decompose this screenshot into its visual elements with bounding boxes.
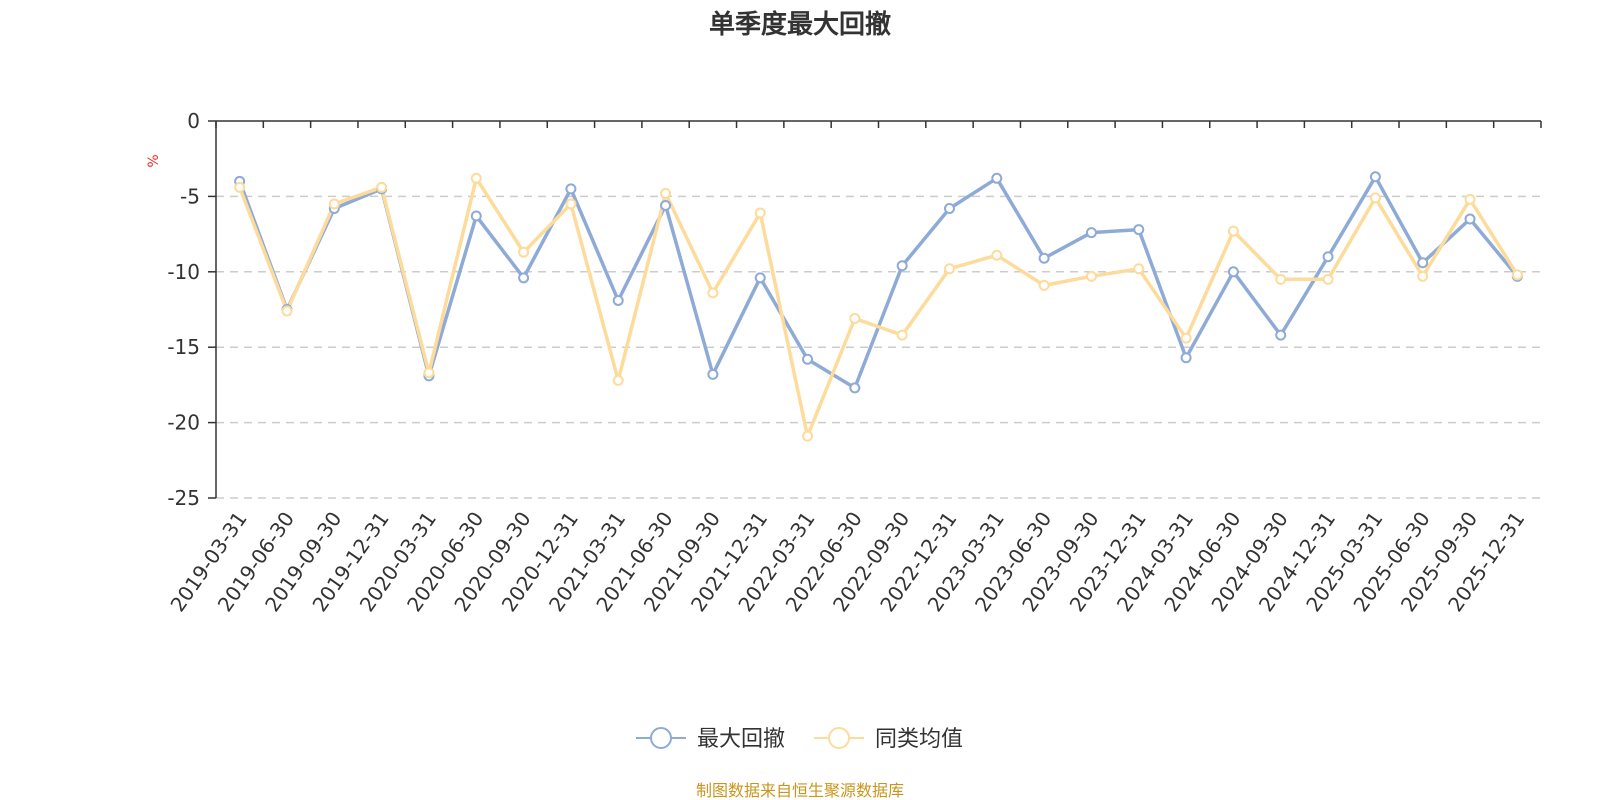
y-axis-unit: % [146, 154, 162, 167]
data-point [470, 172, 482, 184]
data-point [707, 368, 719, 380]
data-point [754, 272, 766, 284]
y-tick-label: -20 [167, 411, 200, 435]
y-tick-label: -15 [167, 335, 200, 359]
data-point [234, 181, 246, 193]
grid-lines [216, 195, 1541, 499]
data-point [1227, 266, 1239, 278]
data-point [896, 260, 908, 272]
axes [208, 120, 1542, 499]
data-point [1085, 270, 1097, 282]
data-point [565, 198, 577, 210]
data-point [849, 382, 861, 394]
legend-circle-icon [650, 727, 672, 749]
data-point [1038, 252, 1050, 264]
data-point [612, 294, 624, 306]
chart-title: 单季度最大回撤 [709, 9, 891, 40]
data-point [565, 183, 577, 195]
data-point [707, 287, 719, 299]
legend-circle-icon [828, 727, 850, 749]
legend-label: 同类均值 [875, 727, 963, 752]
y-tick-label: -10 [167, 260, 200, 284]
data-point [1133, 263, 1145, 275]
legend[interactable]: 最大回撤 同类均值 [636, 727, 963, 752]
data-point [1180, 352, 1192, 364]
data-point [518, 246, 530, 258]
data-source-note: 制图数据来自恒生聚源数据库 [696, 781, 904, 800]
data-point [281, 305, 293, 317]
legend-item-peer-average[interactable]: 同类均值 [814, 727, 963, 752]
data-point [1180, 332, 1192, 344]
data-point [802, 353, 814, 365]
data-point [991, 172, 1003, 184]
data-point [423, 367, 435, 379]
series-line-2 [238, 176, 1519, 438]
data-point [943, 202, 955, 214]
data-point [1133, 224, 1145, 236]
data-point [518, 272, 530, 284]
data-point [328, 198, 340, 210]
data-point [470, 210, 482, 222]
y-tick-label: -25 [167, 486, 200, 510]
data-point [943, 263, 955, 275]
data-point [612, 374, 624, 386]
series-points [234, 171, 1523, 442]
series-lines [238, 175, 1519, 438]
data-point [1369, 171, 1381, 183]
data-point [1322, 273, 1334, 285]
y-tick-labels: 0 -5 -10 -15 -20 -25 [167, 109, 200, 510]
data-point [991, 249, 1003, 261]
data-point [1464, 213, 1476, 225]
data-point [849, 313, 861, 325]
data-point [1038, 279, 1050, 291]
data-point [1322, 251, 1334, 263]
data-point [754, 207, 766, 219]
data-point [1085, 227, 1097, 239]
data-point [1275, 329, 1287, 341]
data-point [1417, 270, 1429, 282]
data-point [1464, 193, 1476, 205]
data-point [896, 329, 908, 341]
data-point [660, 187, 672, 199]
data-point [1417, 257, 1429, 269]
legend-item-max-drawdown[interactable]: 最大回撤 [636, 727, 785, 752]
y-tick-label: -5 [180, 184, 200, 208]
data-point [376, 181, 388, 193]
legend-label: 最大回撤 [697, 727, 785, 752]
data-point [1275, 273, 1287, 285]
data-point [660, 199, 672, 211]
data-point [1369, 192, 1381, 204]
x-tick-labels: 2019-03-312019-06-302019-09-302019-12-31… [165, 507, 1529, 616]
data-point [1511, 269, 1523, 281]
data-point [802, 430, 814, 442]
data-point [1227, 225, 1239, 237]
y-tick-label: 0 [187, 109, 200, 133]
